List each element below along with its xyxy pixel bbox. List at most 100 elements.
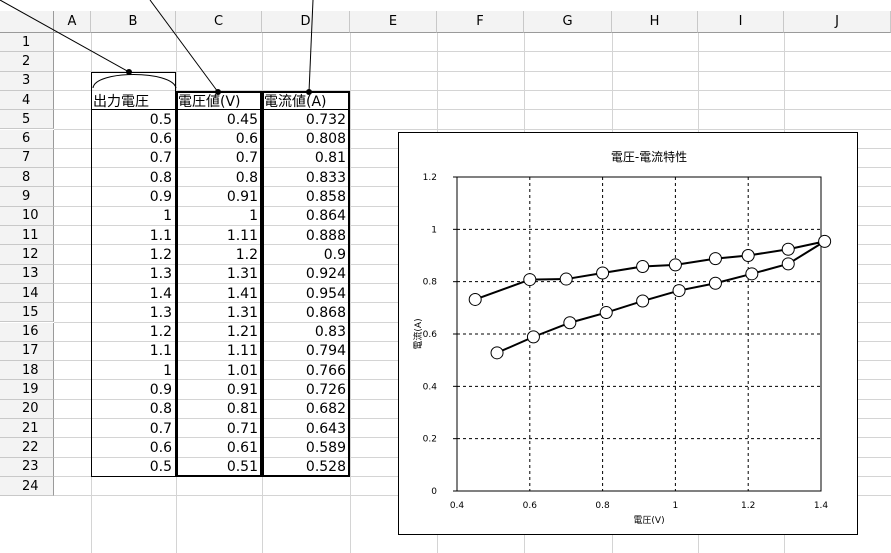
data-cell-output-voltage[interactable]: 1.1 — [149, 227, 172, 244]
data-cell-current[interactable]: 0.868 — [305, 304, 346, 321]
row-header-18[interactable]: 18 — [0, 361, 54, 381]
table-header-cell[interactable]: 出力電圧 — [93, 93, 149, 110]
data-cell-current[interactable]: 0.83 — [314, 324, 346, 341]
data-cell-voltage[interactable]: 0.45 — [226, 111, 258, 128]
row-header-13[interactable]: 13 — [0, 264, 54, 284]
data-cell-current[interactable]: 0.833 — [305, 169, 346, 186]
data-cell-voltage[interactable]: 0.61 — [226, 439, 258, 456]
row-header-2[interactable]: 2 — [0, 52, 54, 72]
data-cell-output-voltage[interactable]: 1.2 — [149, 324, 172, 341]
data-cell-output-voltage[interactable]: 0.9 — [149, 189, 172, 206]
data-cell-current[interactable]: 0.528 — [305, 459, 346, 476]
row-header-17[interactable]: 17 — [0, 341, 54, 362]
column-header-d[interactable]: D — [262, 11, 350, 33]
data-cell-current[interactable]: 0.643 — [305, 420, 346, 437]
data-cell-current[interactable]: 0.794 — [305, 343, 346, 360]
data-cell-output-voltage[interactable]: 0.5 — [149, 111, 172, 128]
column-header-i[interactable]: I — [698, 11, 784, 33]
data-cell-current[interactable]: 0.726 — [305, 382, 346, 399]
row-header-5[interactable]: 5 — [0, 110, 54, 130]
data-cell-current[interactable]: 0.858 — [305, 189, 346, 206]
data-cell-voltage[interactable]: 1.11 — [226, 343, 258, 360]
data-cell-current[interactable]: 0.954 — [305, 285, 346, 302]
data-cell-output-voltage[interactable]: 0.6 — [149, 131, 172, 148]
row-header-16[interactable]: 16 — [0, 322, 54, 342]
data-cell-current[interactable]: 0.732 — [305, 111, 346, 128]
data-cell-voltage[interactable]: 1.41 — [226, 285, 258, 302]
data-cell-voltage[interactable]: 0.71 — [226, 420, 258, 437]
row-header-8[interactable]: 8 — [0, 168, 54, 188]
data-cell-voltage[interactable]: 0.6 — [235, 131, 258, 148]
data-cell-voltage[interactable]: 0.8 — [235, 169, 258, 186]
data-cell-voltage[interactable]: 0.81 — [226, 401, 258, 418]
row-header-7[interactable]: 7 — [0, 148, 54, 169]
data-cell-current[interactable]: 0.766 — [305, 362, 346, 379]
data-cell-voltage[interactable]: 1.01 — [226, 362, 258, 379]
data-cell-voltage[interactable]: 0.51 — [226, 459, 258, 476]
data-cell-current[interactable]: 0.682 — [305, 401, 346, 418]
data-cell-output-voltage[interactable]: 1.4 — [149, 285, 172, 302]
data-cell-voltage[interactable]: 1.31 — [226, 304, 258, 321]
data-cell-output-voltage[interactable]: 1.2 — [149, 246, 172, 263]
gridline-horizontal — [54, 70, 891, 72]
data-cell-current[interactable]: 0.589 — [305, 439, 346, 456]
row-header-22[interactable]: 22 — [0, 438, 54, 458]
row-header-24[interactable]: 24 — [0, 476, 54, 497]
data-cell-output-voltage[interactable]: 1.1 — [149, 343, 172, 360]
x-tick-label: 0.8 — [595, 501, 610, 511]
row-header-12[interactable]: 12 — [0, 245, 54, 265]
data-cell-voltage[interactable]: 0.91 — [226, 189, 258, 206]
table-header-cell[interactable]: 電圧値(V) — [178, 93, 241, 110]
data-cell-output-voltage[interactable]: 0.7 — [149, 150, 172, 167]
row-header-4[interactable]: 4 — [0, 90, 54, 111]
data-cell-current[interactable]: 0.808 — [305, 131, 346, 148]
data-cell-voltage[interactable]: 0.7 — [235, 150, 258, 167]
data-cell-current[interactable]: 0.924 — [305, 266, 346, 283]
data-cell-output-voltage[interactable]: 0.8 — [149, 401, 172, 418]
column-header-f[interactable]: F — [437, 11, 524, 33]
data-cell-voltage[interactable]: 1.31 — [226, 266, 258, 283]
row-header-11[interactable]: 11 — [0, 226, 54, 246]
column-header-j[interactable]: J — [784, 11, 891, 33]
table-header-cell[interactable]: 電流値(A) — [264, 93, 327, 110]
row-header-20[interactable]: 20 — [0, 399, 54, 419]
column-header-h[interactable]: H — [612, 11, 698, 33]
data-cell-voltage[interactable]: 1 — [249, 208, 258, 225]
row-header-10[interactable]: 10 — [0, 206, 54, 226]
row-header-21[interactable]: 21 — [0, 419, 54, 439]
data-cell-output-voltage[interactable]: 0.9 — [149, 382, 172, 399]
row-header-19[interactable]: 19 — [0, 380, 54, 400]
data-cell-current[interactable]: 0.81 — [314, 150, 346, 167]
column-header-a[interactable]: A — [54, 11, 91, 33]
data-cell-output-voltage[interactable]: 0.6 — [149, 439, 172, 456]
data-cell-output-voltage[interactable]: 0.8 — [149, 169, 172, 186]
voltage-current-chart: 0.4 0.6 0.8 1 1.2 1.4 0 0.2 0.4 0.6 0.8 1 1.2 電圧-電流特性… — [412, 149, 832, 526]
data-cell-output-voltage[interactable]: 1 — [163, 208, 172, 225]
data-cell-voltage[interactable]: 1.2 — [235, 246, 258, 263]
data-cell-output-voltage[interactable]: 1.3 — [149, 266, 172, 283]
data-cell-voltage[interactable]: 1.21 — [226, 324, 258, 341]
row-header-1[interactable]: 1 — [0, 33, 54, 53]
data-cell-current[interactable]: 0.888 — [305, 227, 346, 244]
chart-container[interactable]: 0.4 0.6 0.8 1 1.2 1.4 0 0.2 0.4 0.6 0.8 1 1.2 電圧-電流特性… — [398, 132, 858, 535]
data-cell-voltage[interactable]: 0.91 — [226, 382, 258, 399]
column-header-g[interactable]: G — [524, 11, 612, 33]
row-header-23[interactable]: 23 — [0, 457, 54, 477]
data-cell-output-voltage[interactable]: 1 — [163, 362, 172, 379]
column-header-b[interactable]: B — [91, 11, 176, 33]
row-header-9[interactable]: 9 — [0, 187, 54, 207]
data-cell-output-voltage[interactable]: 0.7 — [149, 420, 172, 437]
row-header-6[interactable]: 6 — [0, 129, 54, 149]
data-cell-current[interactable]: 0.9 — [323, 246, 346, 263]
data-cell-voltage[interactable]: 1.11 — [226, 227, 258, 244]
x-tick-label: 1.4 — [814, 501, 829, 511]
data-cell-current[interactable]: 0.864 — [305, 208, 346, 225]
column-header-c[interactable]: C — [176, 11, 262, 33]
column-header-e[interactable]: E — [350, 11, 437, 33]
row-header-3[interactable]: 3 — [0, 71, 54, 91]
row-header-15[interactable]: 15 — [0, 303, 54, 323]
data-cell-output-voltage[interactable]: 1.3 — [149, 304, 172, 321]
data-cell-output-voltage[interactable]: 0.5 — [149, 459, 172, 476]
row-header-14[interactable]: 14 — [0, 283, 54, 304]
select-all-corner[interactable] — [0, 11, 54, 33]
